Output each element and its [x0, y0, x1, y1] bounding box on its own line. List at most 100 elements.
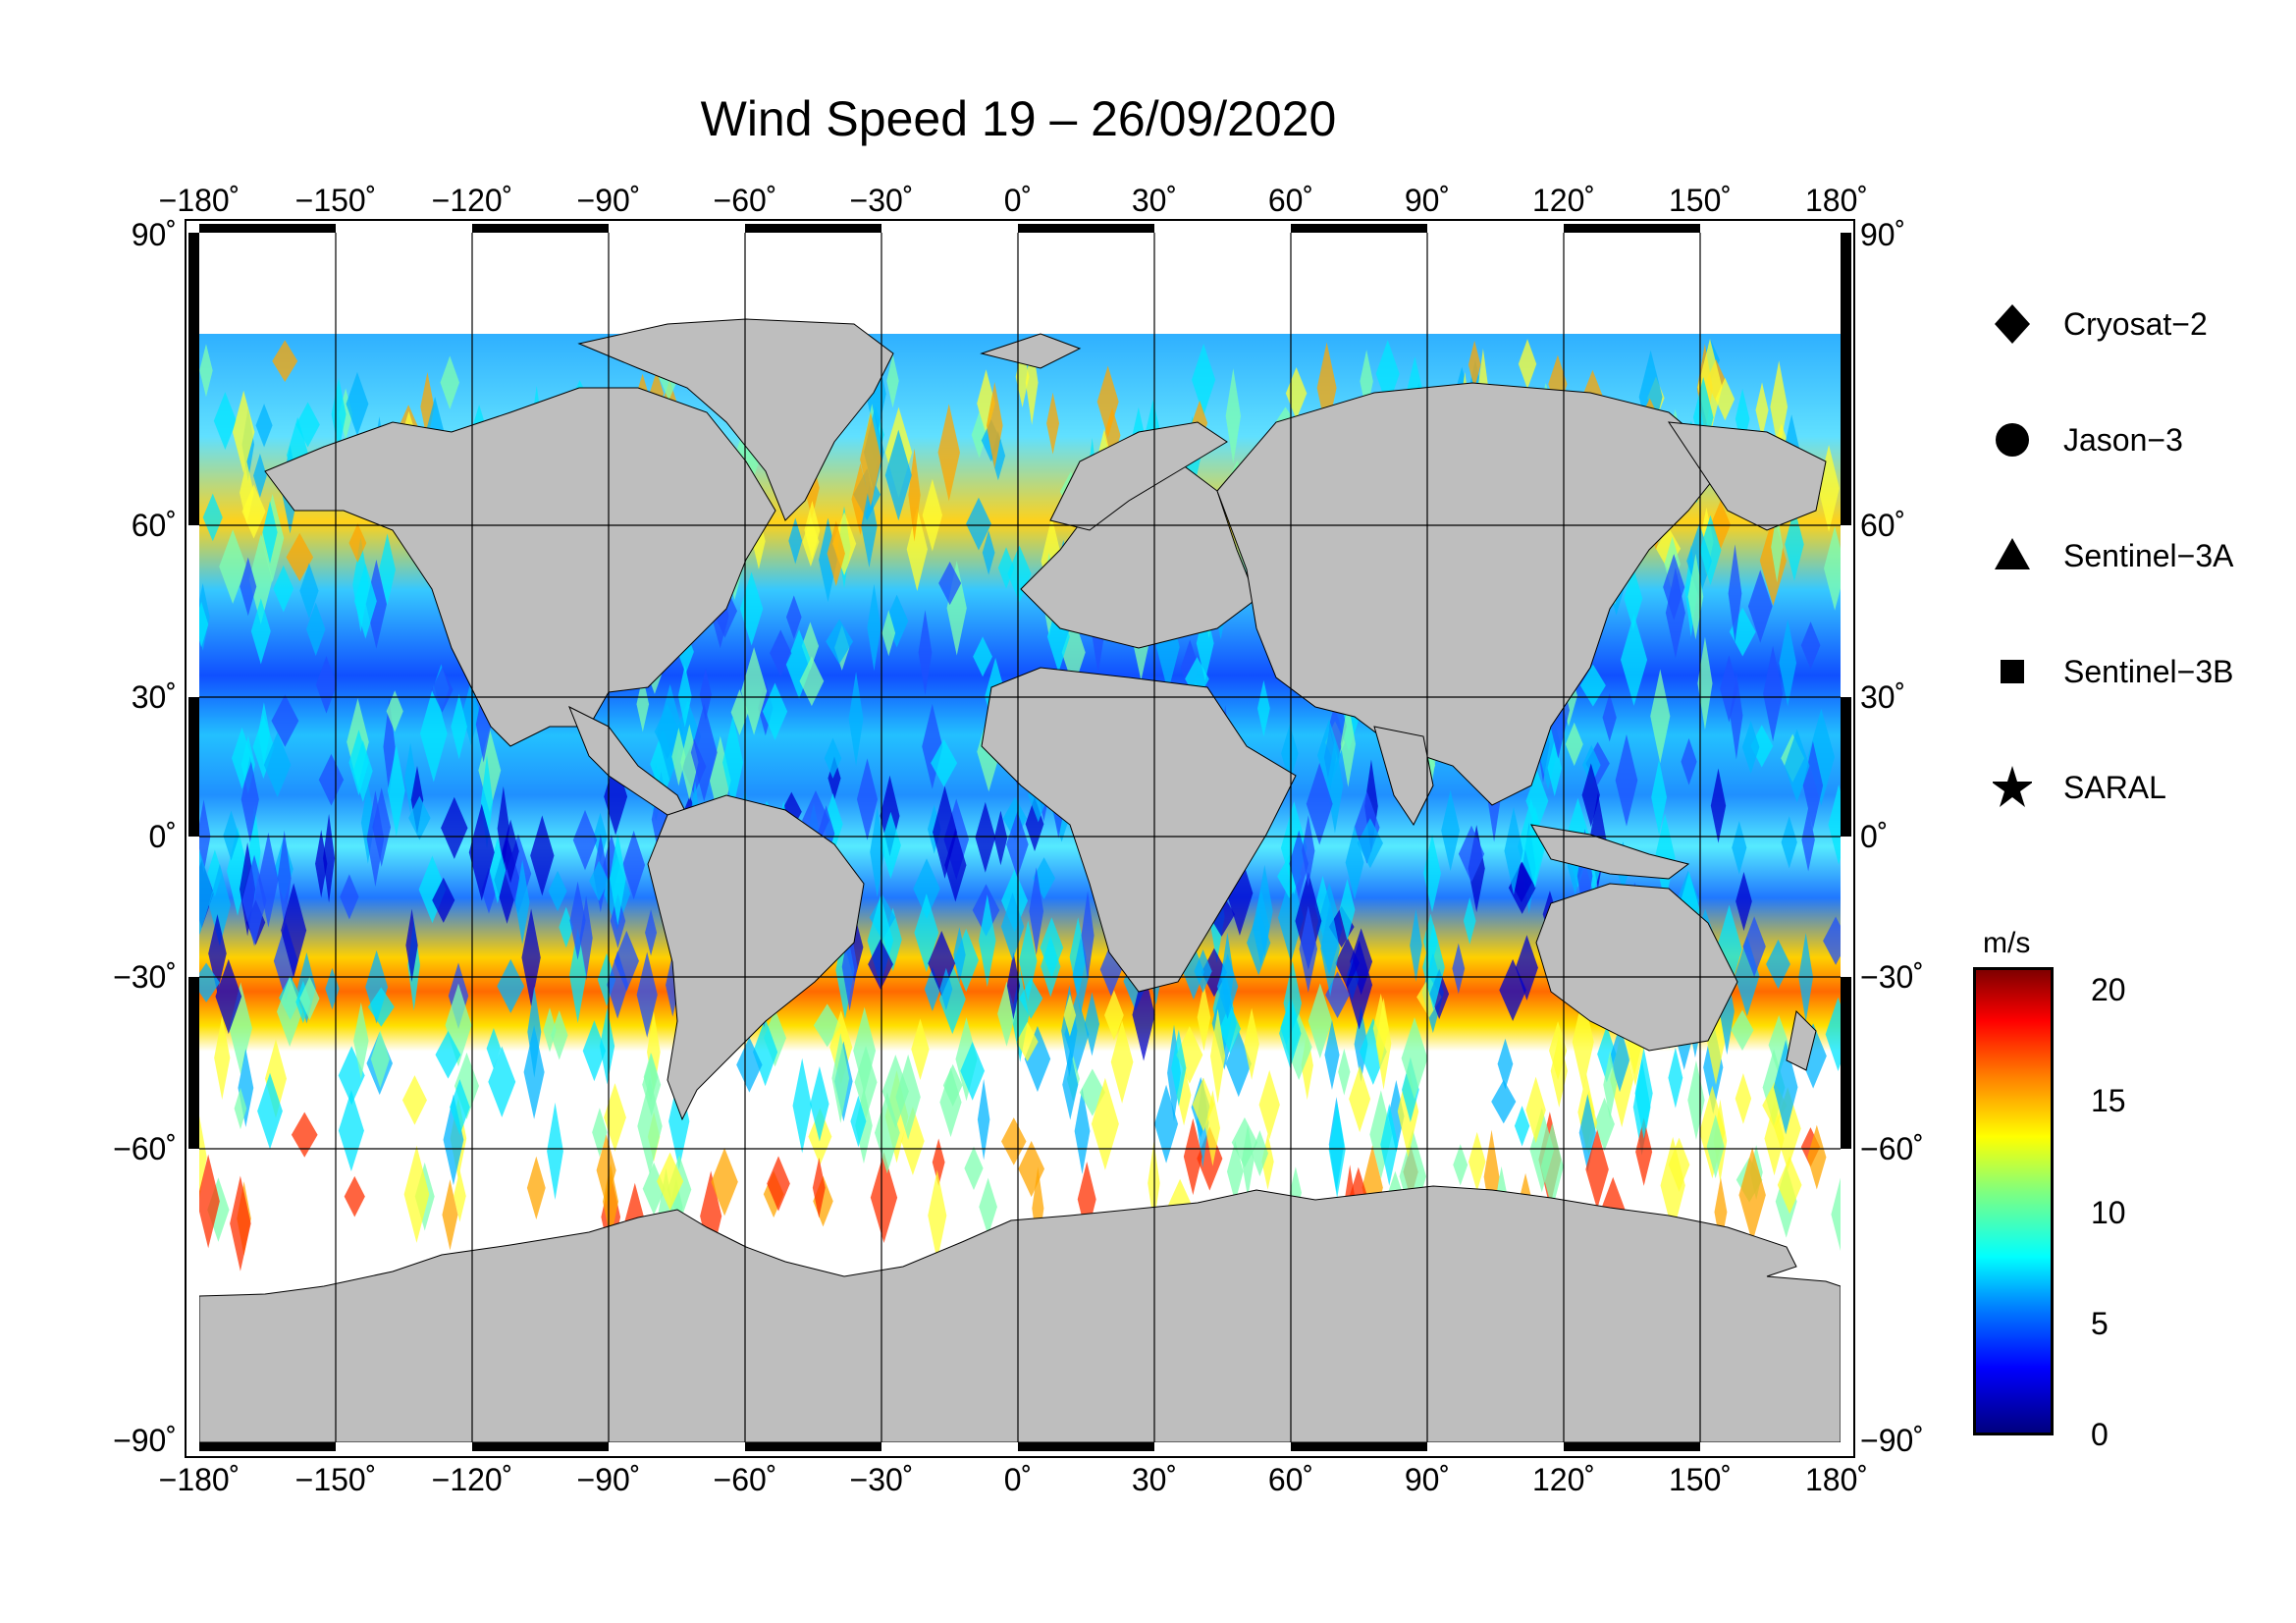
wind-track-segment [982, 530, 995, 575]
star-icon [1993, 766, 2032, 807]
wind-track-segment [432, 877, 455, 923]
wind-track-segment [975, 801, 996, 873]
lat-label: 30˚ [132, 679, 177, 715]
wind-track-segment [1219, 1003, 1241, 1055]
wind-track-segment [1668, 1047, 1683, 1109]
wind-track-segment [931, 738, 958, 787]
wind-track-segment [1720, 655, 1738, 723]
wind-track-segment [514, 859, 530, 945]
wind-track-segment [1197, 1126, 1223, 1191]
wind-track-segment [649, 371, 665, 416]
wind-track-segment [860, 411, 881, 508]
wind-track-segment [1784, 729, 1810, 803]
wind-track-segment [1742, 916, 1766, 977]
wind-track-segment [497, 958, 525, 1013]
wind-track-segment [730, 689, 749, 735]
wind-track-segment [1422, 923, 1445, 1011]
wind-track-segment [1006, 951, 1021, 1020]
wind-track-segment [281, 883, 307, 978]
wind-track-segment [1154, 1084, 1179, 1163]
wind-track-segment [739, 571, 764, 646]
wind-track-segment [1225, 368, 1242, 464]
colorbar-tick: 20 [2091, 972, 2126, 1007]
south-america-land [647, 794, 865, 1121]
lon-label: 120˚ [1532, 1462, 1595, 1497]
lat-label: −60˚ [113, 1131, 177, 1166]
wind-track-segment [851, 462, 870, 535]
wind-track-segment [1099, 942, 1122, 997]
lon-label: 150˚ [1669, 1462, 1732, 1497]
wind-track-segment [1634, 1048, 1653, 1140]
wind-track-segment [486, 1028, 502, 1069]
wind-track-segment [1706, 1114, 1725, 1179]
wind-track-segment [579, 895, 593, 981]
wind-track-segment [1687, 553, 1704, 640]
wind-track-segment [238, 1048, 254, 1127]
wind-track-segment [752, 513, 766, 569]
wind-track-segment [1452, 943, 1466, 995]
lon-label: 90˚ [1405, 183, 1450, 218]
wind-track-segment [418, 855, 447, 924]
wind-track-segment [1132, 968, 1155, 1061]
wind-track-segment [1665, 567, 1685, 659]
wind-track-segment [870, 806, 885, 897]
wind-track-segment [1651, 759, 1668, 836]
wind-track-segment [1650, 669, 1671, 764]
wind-track-segment [1104, 990, 1124, 1041]
wind-track-segment [408, 795, 431, 840]
legend-label: SARAL [2063, 770, 2166, 805]
wind-track-segment [874, 1092, 900, 1174]
wind-track-segment [387, 744, 405, 837]
antarctica-land [199, 1185, 1841, 1442]
wind-track-segment [199, 344, 213, 398]
wind-track-segment [942, 1063, 963, 1107]
lon-label: −150˚ [295, 1462, 377, 1497]
wind-track-segment [740, 647, 768, 735]
wind-track-segment [690, 703, 718, 802]
wind-track-segment [450, 1079, 470, 1136]
wind-track-segment [1831, 1177, 1841, 1252]
wind-track-segment [770, 629, 792, 676]
lon-labels-bottom: −180˚ −150˚ −120˚ −90˚ −60˚ −30˚ 0˚ 30˚ … [159, 1462, 1868, 1497]
legend-label: Sentinel−3B [2063, 654, 2234, 689]
lon-label: 30˚ [1132, 1462, 1177, 1497]
wind-track-segment [232, 727, 253, 789]
wind-track-segment [1354, 1006, 1368, 1083]
wind-track-segment [1046, 392, 1060, 455]
wind-track-segment [1550, 1034, 1568, 1109]
wind-track-segment [1011, 969, 1030, 1062]
wind-track-segment [1401, 1016, 1428, 1100]
wind-track-segment [636, 951, 658, 1038]
wind-track-segment [551, 1009, 568, 1060]
wind-track-segment [788, 517, 803, 565]
wind-track-segment [331, 377, 347, 452]
wind-track-segment [824, 737, 842, 779]
wind-track-segment [1220, 932, 1234, 1019]
wind-track-segment [979, 1177, 997, 1236]
wind-track-segment [993, 810, 1008, 866]
wind-track-segment [1197, 983, 1211, 1052]
wind-track-segment [272, 340, 298, 383]
wind-track-segment [645, 909, 658, 956]
wind-track-segment [886, 353, 899, 408]
wind-track-segment [1828, 784, 1841, 865]
wind-track-segment [315, 656, 338, 714]
wind-track-segment [1468, 340, 1481, 390]
wind-track-segment [966, 497, 991, 551]
wind-track-segment [441, 796, 468, 859]
wind-track-segment [1204, 1090, 1221, 1166]
wind-track-segment [918, 610, 933, 695]
wind-track-segment [230, 1175, 251, 1271]
lon-label: −150˚ [295, 183, 377, 218]
wind-track-segment [240, 460, 254, 524]
lon-label: −120˚ [432, 183, 513, 218]
wind-track-segment [348, 730, 369, 796]
wind-track-segment [523, 1025, 545, 1119]
circle-icon [1996, 423, 2029, 457]
wind-track-segment [257, 702, 270, 765]
wind-track-segment [1209, 1008, 1226, 1104]
wind-track-segment [199, 962, 220, 1002]
wind-track-segment [1781, 816, 1797, 869]
colorbar-tick: 10 [2091, 1195, 2126, 1230]
wind-track-segment [1316, 719, 1341, 791]
